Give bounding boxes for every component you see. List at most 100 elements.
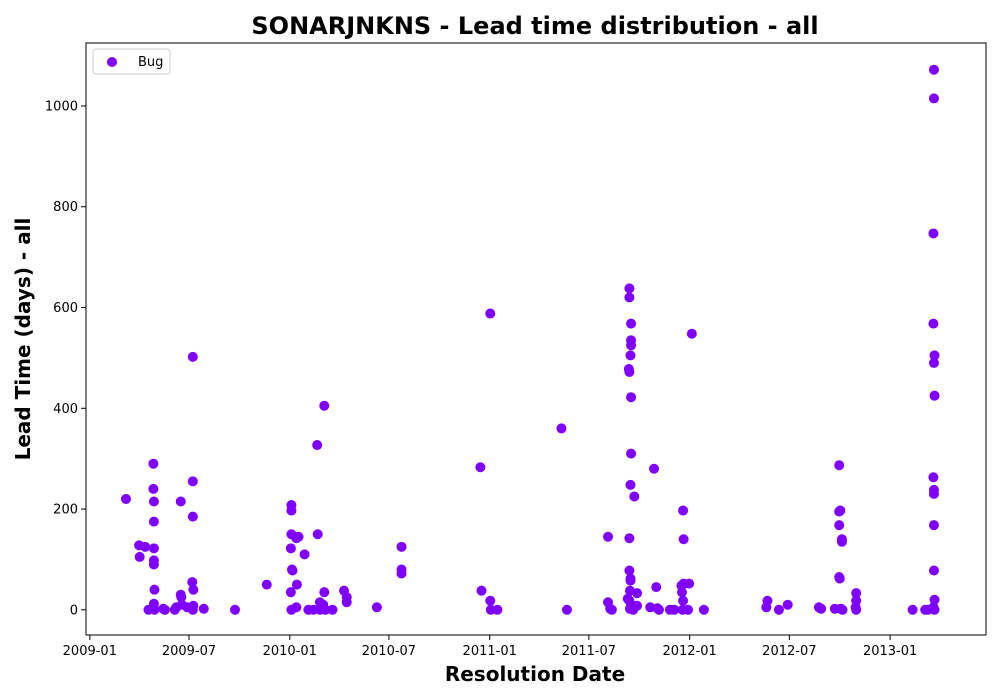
data-point <box>928 64 939 75</box>
data-point <box>606 604 617 615</box>
data-point <box>834 460 845 471</box>
data-point <box>341 597 352 608</box>
data-point <box>928 520 939 531</box>
data-point <box>286 505 297 516</box>
data-point <box>148 516 159 527</box>
data-point <box>175 496 186 507</box>
data-point <box>928 357 939 368</box>
data-point <box>929 594 940 605</box>
x-tick-label: 2011-01 <box>463 644 517 659</box>
y-axis-label: Lead Time (days) - all <box>11 218 35 461</box>
legend: Bug <box>92 48 171 75</box>
data-point <box>319 400 330 411</box>
data-point <box>148 458 159 469</box>
x-tick-label: 2009-07 <box>162 644 216 659</box>
data-point <box>929 604 940 615</box>
data-point <box>928 228 939 239</box>
data-point <box>396 568 407 579</box>
data-point <box>603 531 614 542</box>
data-point <box>928 488 939 499</box>
data-point <box>198 603 209 614</box>
data-point <box>229 604 240 615</box>
data-point <box>686 328 697 339</box>
data-point <box>653 604 664 615</box>
data-point <box>625 479 636 490</box>
data-point <box>632 600 643 611</box>
data-point <box>851 588 862 599</box>
data-point <box>632 588 643 599</box>
data-point <box>698 604 709 615</box>
y-tick-label: 200 <box>53 503 78 518</box>
y-tick-label: 400 <box>53 402 78 417</box>
data-point <box>626 392 637 403</box>
data-point <box>762 595 773 606</box>
data-point <box>187 577 198 588</box>
data-point <box>684 578 695 589</box>
data-point <box>291 579 302 590</box>
data-point <box>928 565 939 576</box>
data-point <box>669 604 680 615</box>
data-point <box>837 604 848 615</box>
y-tick-label: 600 <box>53 301 78 316</box>
data-point <box>327 604 338 615</box>
data-point <box>907 604 918 615</box>
x-axis: 2009-01 2009-07 2010-01 2010-07 2011-01 2011-… <box>63 635 917 659</box>
data-point <box>624 565 635 576</box>
bug-series <box>120 64 940 615</box>
data-point <box>293 531 304 542</box>
data-point <box>834 520 845 531</box>
data-point <box>285 587 296 598</box>
y-tick-label: 800 <box>53 200 78 215</box>
data-point <box>928 318 939 329</box>
data-point <box>624 533 635 544</box>
data-point <box>120 493 131 504</box>
data-point <box>176 592 187 603</box>
x-tick-label: 2011-07 <box>562 644 616 659</box>
data-point <box>678 505 689 516</box>
data-point <box>187 604 198 615</box>
data-point <box>371 602 382 613</box>
data-point <box>678 534 689 545</box>
data-point <box>134 551 145 562</box>
data-point <box>928 472 939 483</box>
plot-area-frame <box>85 42 987 636</box>
data-point <box>649 463 660 474</box>
data-point <box>624 283 635 294</box>
data-point <box>676 587 687 598</box>
data-point <box>782 599 793 610</box>
data-point <box>626 318 637 329</box>
y-tick-label: 0 <box>70 603 78 618</box>
data-point <box>816 603 827 614</box>
data-point <box>624 292 635 303</box>
data-point <box>475 462 486 473</box>
data-point <box>492 604 503 615</box>
x-tick-label: 2012-07 <box>762 644 816 659</box>
data-point <box>291 602 302 613</box>
data-point <box>187 476 198 487</box>
data-point <box>485 308 496 319</box>
chart-title: SONARJNKNS - Lead time distribution - al… <box>251 12 818 40</box>
data-point <box>835 505 846 516</box>
data-point <box>851 604 862 615</box>
data-point <box>624 367 635 378</box>
data-point <box>312 440 323 451</box>
data-point <box>287 565 298 576</box>
x-tick-label: 2010-07 <box>362 644 416 659</box>
x-tick-label: 2010-01 <box>263 644 317 659</box>
data-point <box>625 575 636 586</box>
legend-box <box>92 48 171 75</box>
data-point <box>836 536 847 547</box>
data-point <box>188 584 199 595</box>
data-point <box>285 543 296 554</box>
x-axis-label: Resolution Date <box>445 662 625 686</box>
data-point <box>187 511 198 522</box>
legend-marker-bug <box>107 57 117 67</box>
data-point <box>928 93 939 104</box>
data-point <box>556 423 567 434</box>
data-point <box>561 604 572 615</box>
data-point <box>148 559 159 570</box>
data-point <box>476 585 487 596</box>
data-point <box>312 529 323 540</box>
